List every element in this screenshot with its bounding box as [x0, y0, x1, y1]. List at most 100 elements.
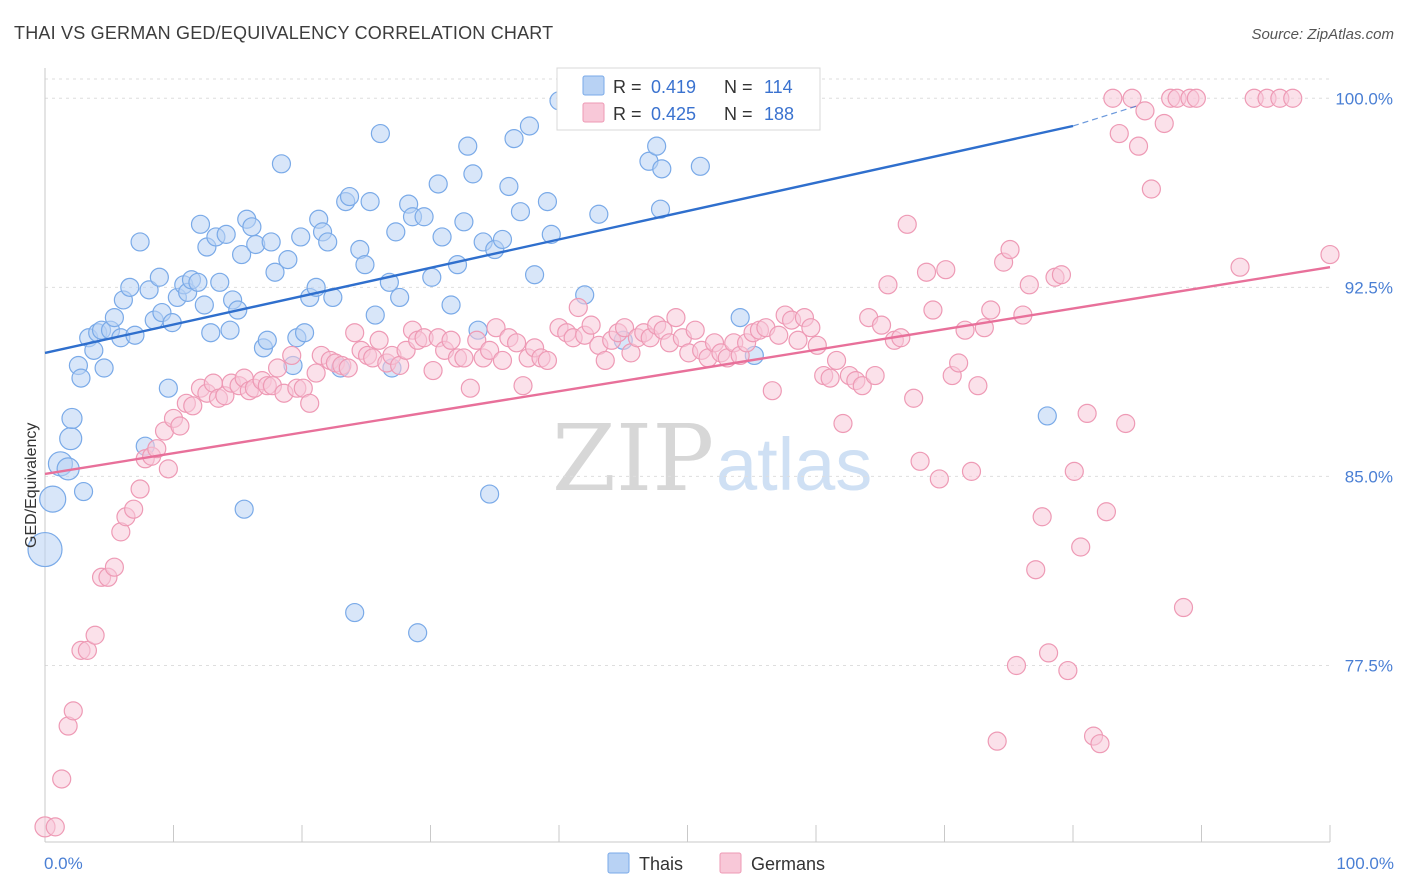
germans-point: [480, 340, 500, 360]
germans-point: [513, 376, 533, 396]
thais-point: [278, 250, 298, 270]
thais-point: [365, 305, 385, 325]
germans-point: [486, 318, 506, 338]
trend-lines: [44, 105, 1331, 476]
germans-point: [1071, 537, 1091, 557]
germans-point: [852, 376, 872, 396]
thais-point: [27, 531, 63, 568]
y-tick-label: 85.0%: [1345, 467, 1393, 486]
germans-point: [1038, 643, 1059, 663]
thais-trend-line: [44, 124, 1074, 355]
y-tick-label: 77.5%: [1345, 657, 1393, 676]
germans-point: [1026, 560, 1046, 580]
thais-point: [422, 267, 442, 287]
germans-point: [568, 297, 588, 318]
germans-point: [124, 499, 144, 519]
germans-point: [1032, 507, 1052, 527]
thais-point: [73, 481, 94, 502]
germans-point: [467, 330, 487, 350]
germans-point: [987, 731, 1007, 751]
watermark-zip: ZIP: [552, 405, 714, 512]
thais-point: [339, 186, 360, 207]
thais-legend-label: Thais: [639, 854, 683, 874]
series-germans: [34, 88, 1340, 838]
germans-point: [492, 350, 513, 371]
thais-legend-swatch: [607, 852, 630, 874]
thais-point: [149, 267, 169, 287]
germans-point: [666, 307, 686, 328]
thais-point: [232, 244, 252, 265]
germans-point: [267, 358, 288, 378]
germans-point: [801, 318, 821, 338]
thais-point: [257, 330, 277, 350]
germans-point: [1116, 413, 1136, 434]
thais-point: [454, 212, 474, 232]
thais-point: [524, 265, 545, 285]
thais-point: [463, 164, 483, 184]
thais-point: [458, 136, 478, 156]
germans-r-label: R =: [613, 104, 642, 124]
germans-point: [1058, 660, 1078, 681]
thais-point: [355, 255, 375, 275]
thais-point: [1037, 406, 1057, 426]
thais-point: [120, 277, 140, 297]
germans-point: [1000, 239, 1020, 260]
germans-point: [1103, 88, 1123, 108]
germans-point: [1283, 88, 1303, 108]
thais-point: [216, 224, 236, 244]
thais-point: [210, 272, 230, 292]
thais-point: [510, 202, 531, 222]
thais-point: [690, 156, 710, 176]
germans-trend-line: [44, 265, 1331, 476]
thais-stats-swatch: [582, 75, 605, 96]
thais-point: [432, 227, 452, 247]
thais-point: [158, 378, 178, 398]
germans-point: [762, 381, 782, 401]
germans-point: [1090, 734, 1110, 754]
thais-point: [386, 222, 406, 242]
x-tick-label-min: 0.0%: [44, 854, 83, 873]
thais-point: [345, 602, 365, 623]
bottom-legend: Thais Germans: [607, 852, 825, 874]
germans-point: [77, 640, 98, 660]
thais-point: [265, 262, 285, 282]
germans-point: [369, 330, 389, 350]
thais-point: [201, 323, 221, 343]
germans-point: [820, 368, 840, 388]
thais-point: [139, 280, 159, 300]
thais-point: [190, 214, 211, 234]
thais-point: [71, 368, 91, 388]
axes: [44, 68, 1331, 843]
thais-point: [499, 176, 519, 197]
germans-point: [170, 416, 190, 436]
thais-point: [360, 192, 380, 212]
germans-point: [833, 413, 853, 434]
germans-point: [454, 348, 474, 368]
thais-point: [441, 295, 461, 315]
thais-point: [59, 427, 83, 451]
thais-point: [234, 499, 254, 519]
thais-point: [94, 358, 114, 378]
thais-point: [504, 128, 524, 149]
germans-point: [1320, 244, 1340, 265]
germans-point: [1135, 101, 1155, 121]
germans-point: [85, 625, 105, 645]
germans-point: [595, 350, 615, 371]
germans-point: [1154, 113, 1174, 134]
germans-point: [1173, 597, 1194, 618]
thais-point: [537, 192, 558, 212]
thais-point: [589, 204, 609, 224]
germans-point: [1141, 179, 1161, 199]
thais-point: [730, 307, 750, 328]
x-tick-labels: 0.0% 100.0%: [44, 854, 1394, 873]
germans-point: [949, 353, 969, 373]
germans-stats-swatch: [582, 102, 605, 123]
germans-point: [158, 459, 178, 479]
germans-point: [1109, 123, 1129, 144]
scatter-points: [27, 88, 1340, 838]
germans-legend-swatch: [719, 852, 742, 874]
thais-point: [492, 229, 513, 250]
thais-point: [647, 136, 667, 156]
thais-point: [104, 307, 124, 328]
germans-point: [878, 275, 898, 295]
